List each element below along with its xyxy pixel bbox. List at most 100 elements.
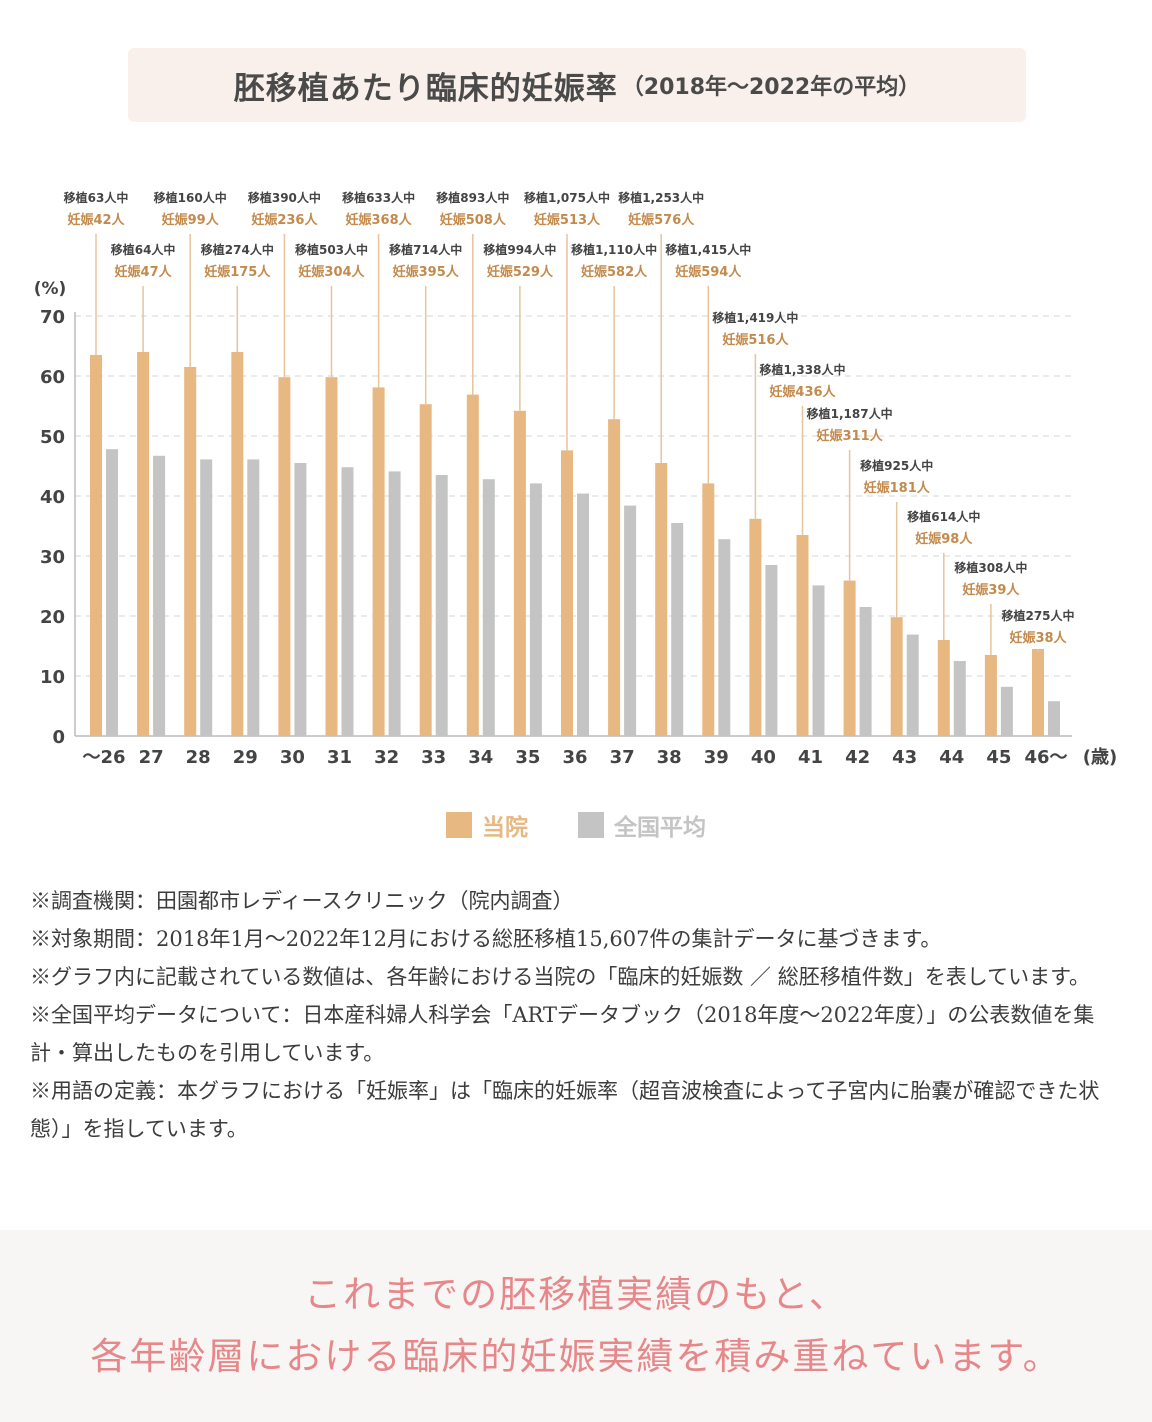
bar-clinic <box>372 387 385 736</box>
x-tick-label: 30 <box>280 747 305 768</box>
legend-swatch-clinic <box>446 812 472 838</box>
bar-clinic <box>231 352 244 736</box>
bar-clinic <box>843 580 856 736</box>
annotation-transfer: 移植503人中 <box>295 242 368 257</box>
annotation-transfer: 移植275人中 <box>1001 608 1074 623</box>
annotation-pregnancy: 妊娠98人 <box>915 531 973 547</box>
x-tick-label: 45 <box>986 747 1011 768</box>
y-tick-label: 70 <box>40 307 65 328</box>
bar-clinic <box>608 419 621 736</box>
annotation-transfer: 移植390人中 <box>248 190 321 205</box>
bar-clinic <box>513 410 526 736</box>
x-tick-label: 32 <box>374 747 399 768</box>
note-definition: ※用語の定義：本グラフにおける「妊娠率」は「臨床的妊娠率（超音波検査によって子宮… <box>30 1079 1100 1141</box>
legend-item-national: 全国平均 <box>578 808 706 842</box>
annotation-transfer: 移植64人中 <box>111 242 176 257</box>
annotation-transfer: 移植633人中 <box>342 190 415 205</box>
footer-message: これまでの胚移植実績のもと、 各年齢層における臨床的妊娠実績を積み重ねています。 <box>0 1230 1152 1422</box>
bar-national <box>1000 686 1013 736</box>
annotation-pregnancy: 妊娠395人 <box>393 264 460 280</box>
bar-clinic <box>890 617 903 736</box>
bar-national <box>671 523 684 736</box>
x-tick-label: 46〜 <box>1024 747 1067 768</box>
annotation-transfer: 移植714人中 <box>389 242 462 257</box>
x-tick-label: 40 <box>751 747 776 768</box>
x-tick-label: 41 <box>798 747 823 768</box>
x-tick-label: 34 <box>468 747 493 768</box>
bar-clinic <box>1032 649 1044 736</box>
y-tick-label: 50 <box>40 427 65 448</box>
bar-national <box>577 493 589 736</box>
x-tick-label: 27 <box>139 747 164 768</box>
annotation-transfer: 移植160人中 <box>154 190 227 205</box>
annotation-transfer: 移植1,110人中 <box>571 242 657 257</box>
bar-clinic <box>325 377 338 736</box>
bar-clinic <box>278 377 291 736</box>
annotation-pregnancy: 妊娠39人 <box>962 582 1020 598</box>
annotation-pregnancy: 妊娠99人 <box>162 212 220 228</box>
x-tick-label: 31 <box>327 747 352 768</box>
annotation-transfer: 移植1,075人中 <box>524 190 610 205</box>
annotation-pregnancy: 妊娠38人 <box>1009 630 1067 646</box>
bar-clinic <box>561 450 573 736</box>
annotation-transfer: 移植614人中 <box>907 509 980 524</box>
bar-national <box>435 475 448 736</box>
bar-national <box>859 607 872 736</box>
bar-national <box>482 479 495 736</box>
x-tick-label: 44 <box>939 747 964 768</box>
legend-label-clinic: 当院 <box>482 815 528 841</box>
x-tick-label: 〜26 <box>82 747 125 768</box>
bar-clinic <box>90 355 102 736</box>
x-axis-unit: (歳) <box>1083 747 1117 768</box>
annotation-pregnancy: 妊娠311人 <box>817 428 884 444</box>
x-tick-label: 37 <box>610 747 635 768</box>
bar-clinic <box>702 483 715 736</box>
bar-national <box>953 661 966 736</box>
y-tick-label: 30 <box>40 547 65 568</box>
bar-national <box>294 463 307 736</box>
annotation-transfer: 移植274人中 <box>201 242 274 257</box>
bar-national <box>341 467 354 736</box>
bar-national <box>388 471 401 736</box>
bar-national <box>718 539 731 736</box>
annotation-pregnancy: 妊娠368人 <box>346 212 413 228</box>
annotation-pregnancy: 妊娠42人 <box>67 212 125 228</box>
annotation-pregnancy: 妊娠304人 <box>298 264 365 280</box>
bar-clinic <box>796 535 809 736</box>
footer-line-2: 各年齢層における臨床的妊娠実績を積み重ねています。 <box>90 1335 1062 1378</box>
x-tick-label: 36 <box>562 747 587 768</box>
x-tick-label: 42 <box>845 747 870 768</box>
annotation-pregnancy: 妊娠236人 <box>251 212 318 228</box>
chart-title: 胚移植あたり臨床的妊娠率 <box>233 70 618 107</box>
bar-clinic <box>749 518 762 736</box>
y-tick-label: 0 <box>52 727 65 748</box>
note-figures: ※グラフ内に記載されている数値は、各年齢における当院の「臨床的妊娠数 ／ 総胚移… <box>30 965 1090 989</box>
annotation-transfer: 移植893人中 <box>436 190 509 205</box>
x-tick-label: 35 <box>515 747 540 768</box>
y-axis-label: (%) <box>34 279 67 299</box>
note-period: ※対象期間：2018年1月〜2022年12月における総胚移植15,607件の集計… <box>30 927 942 951</box>
annotation-pregnancy: 妊娠175人 <box>204 264 271 280</box>
annotation-pregnancy: 妊娠576人 <box>628 212 695 228</box>
bar-national <box>812 585 825 736</box>
x-tick-label: 39 <box>704 747 729 768</box>
annotation-transfer: 移植1,253人中 <box>618 190 704 205</box>
chart-subtitle: （2018年〜2022年の平均） <box>621 75 921 100</box>
annotation-transfer: 移植308人中 <box>954 560 1027 575</box>
bar-national <box>906 634 919 736</box>
bar-national <box>624 505 637 736</box>
annotation-transfer: 移植994人中 <box>483 242 556 257</box>
annotation-transfer: 移植1,415人中 <box>665 242 751 257</box>
annotation-transfer: 移植1,187人中 <box>807 406 893 421</box>
annotation-pregnancy: 妊娠47人 <box>115 264 173 280</box>
bar-national <box>153 455 166 736</box>
x-tick-label: 38 <box>657 747 682 768</box>
annotation-transfer: 移植63人中 <box>64 190 129 205</box>
x-tick-label: 43 <box>892 747 917 768</box>
annotation-pregnancy: 妊娠513人 <box>534 212 601 228</box>
annotation-pregnancy: 妊娠516人 <box>722 332 789 348</box>
bar-national <box>1048 701 1060 736</box>
annotation-transfer: 移植1,338人中 <box>760 362 846 377</box>
legend-label-national: 全国平均 <box>614 815 706 841</box>
